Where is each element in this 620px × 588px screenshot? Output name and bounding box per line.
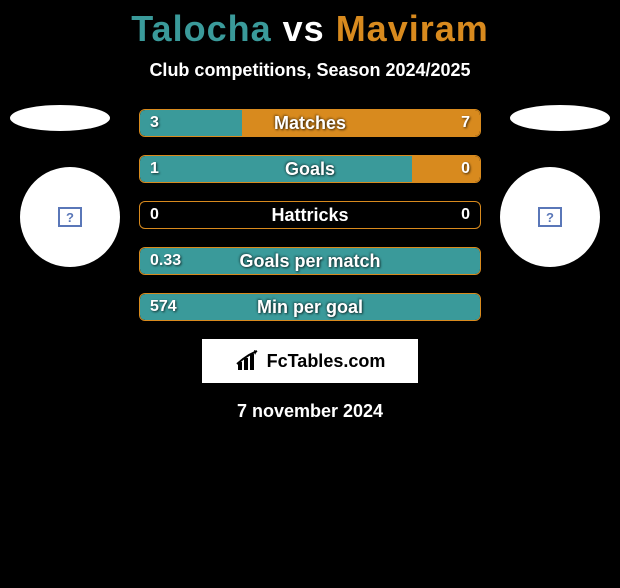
stat-label: Hattricks <box>140 205 480 226</box>
stat-row: 0 0Hattricks <box>139 201 481 229</box>
image-placeholder-icon: ? <box>538 207 562 227</box>
stat-row: 574Min per goal <box>139 293 481 321</box>
brand-text: FcTables.com <box>267 351 386 372</box>
stats-bars: 37Matches10Goals00Hattricks0.33Goals per… <box>139 109 481 321</box>
stat-value-left: 3 <box>150 114 159 132</box>
stat-value-left: 574 <box>150 298 177 316</box>
content-area: ? ? 37Matches10Goals00Hattricks0.33Goals… <box>0 109 620 422</box>
stat-value-left: 1 <box>150 160 159 178</box>
stat-row: 10Goals <box>139 155 481 183</box>
player1-name: Talocha <box>131 8 271 49</box>
stat-fill-left <box>140 156 412 182</box>
stat-value-right: 0 <box>461 206 470 224</box>
image-placeholder-icon: ? <box>58 207 82 227</box>
stat-value-left: 0.33 <box>150 252 181 270</box>
stat-fill-left <box>140 248 480 274</box>
vs-text: vs <box>283 8 325 49</box>
page-title: Talocha vs Maviram <box>0 8 620 50</box>
team1-logo-circle: ? <box>20 167 120 267</box>
stat-value-right: 7 <box>461 114 470 132</box>
brand-box: FcTables.com <box>202 339 418 383</box>
stat-value-right: 0 <box>461 160 470 178</box>
subtitle: Club competitions, Season 2024/2025 <box>0 60 620 81</box>
brand-chart-icon <box>235 350 263 372</box>
team1-oval <box>10 105 110 131</box>
stat-row: 0.33Goals per match <box>139 247 481 275</box>
stat-row: 37Matches <box>139 109 481 137</box>
team2-logo-circle: ? <box>500 167 600 267</box>
stat-fill-left <box>140 294 480 320</box>
team2-oval <box>510 105 610 131</box>
player2-name: Maviram <box>336 8 489 49</box>
stat-value-left: 0 <box>150 206 159 224</box>
stat-fill-right <box>242 110 480 136</box>
date-text: 7 november 2024 <box>10 401 610 422</box>
